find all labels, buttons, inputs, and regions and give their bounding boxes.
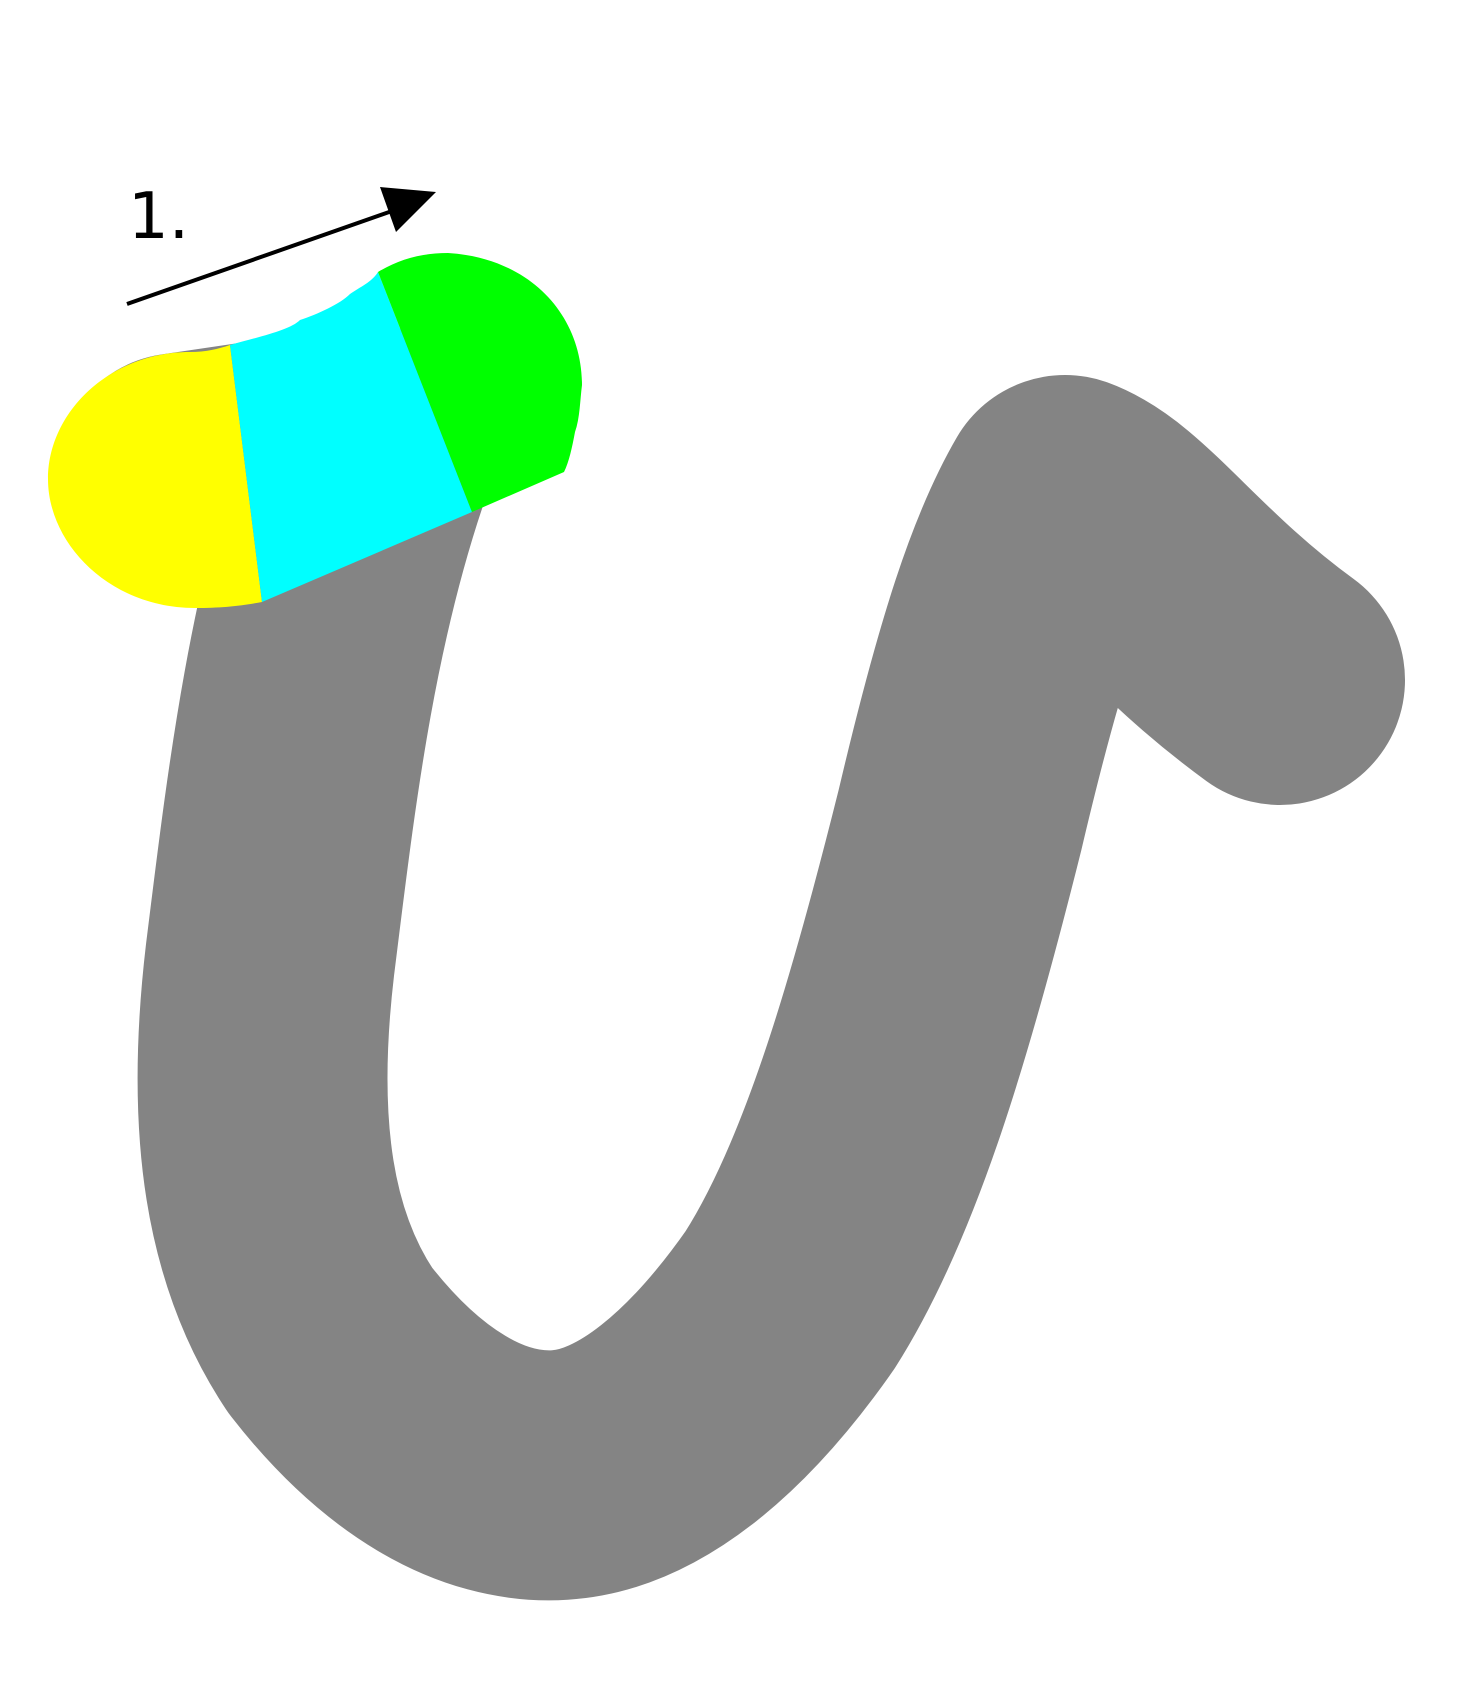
- segment-2: [230, 272, 472, 602]
- direction-arrow-head: [380, 187, 436, 232]
- segment-1: [48, 345, 262, 608]
- letter-stroke: [55, 325, 1405, 1601]
- segment-3: [378, 253, 582, 512]
- step-number-label: 1.: [128, 180, 189, 254]
- direction-arrow-line: [126, 209, 393, 306]
